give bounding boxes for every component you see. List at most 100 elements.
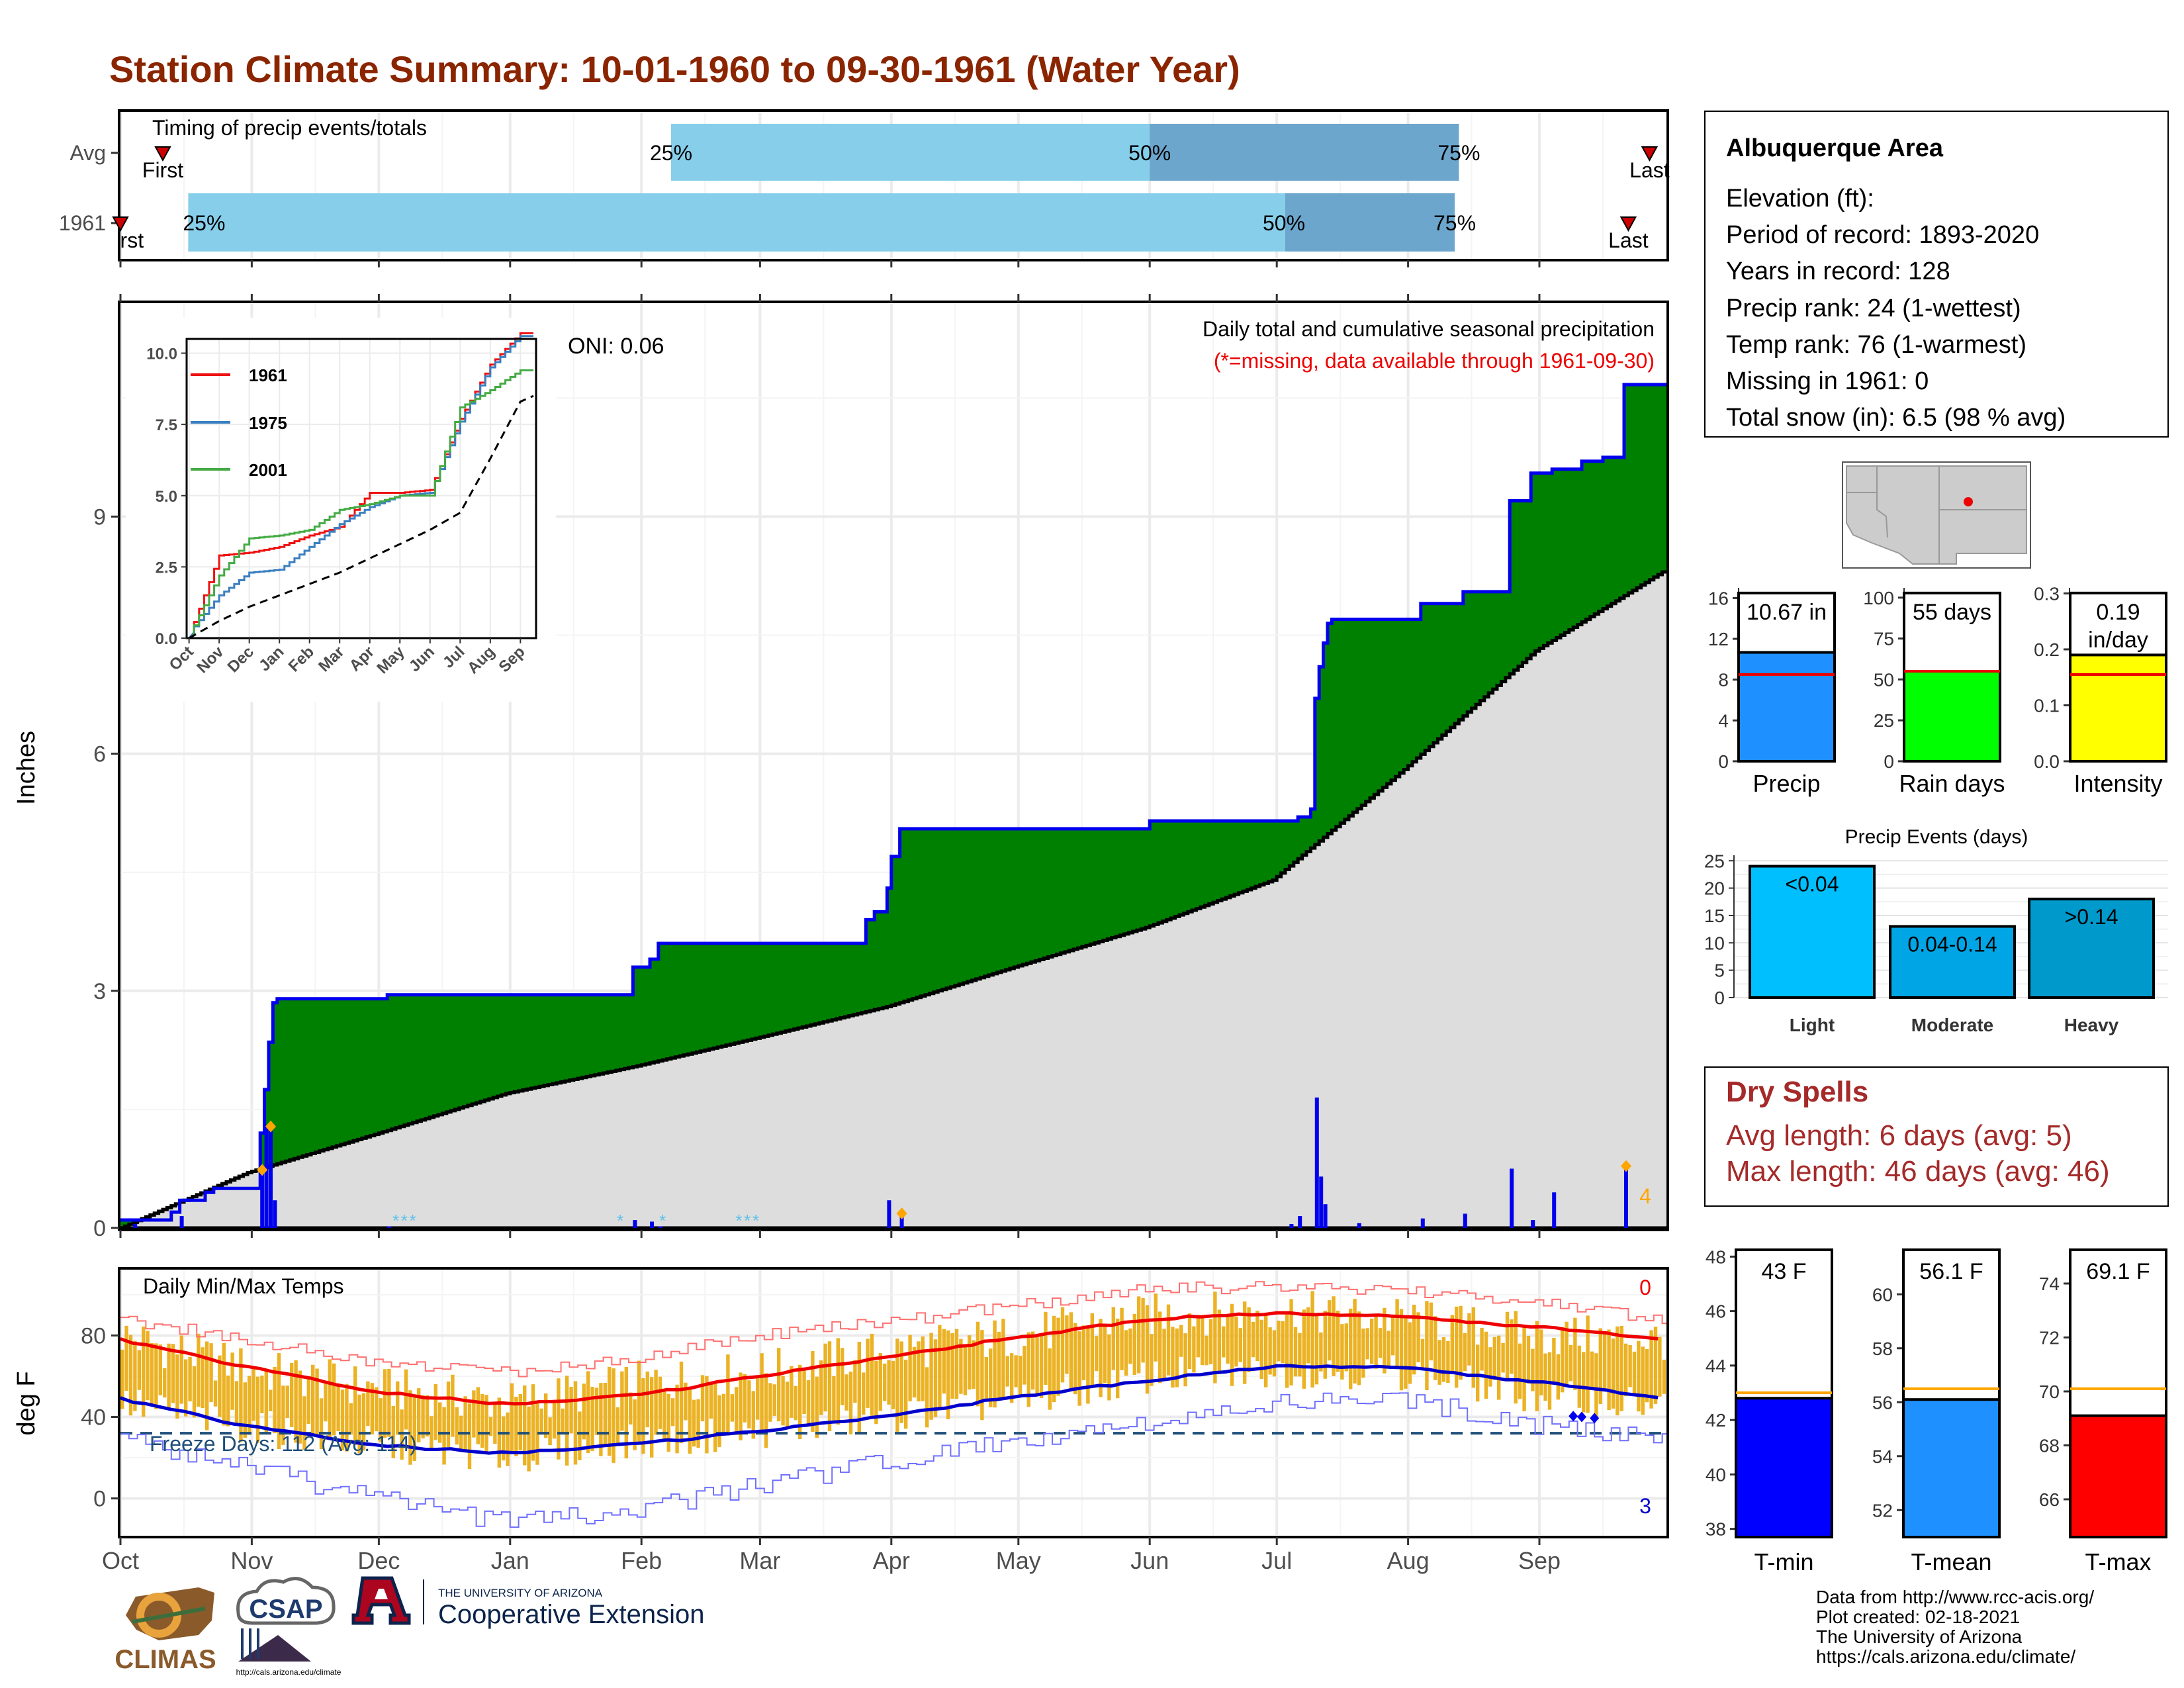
daily-precip-bar xyxy=(633,1220,637,1228)
month-label: Mar xyxy=(739,1547,780,1574)
inset-series-1975 xyxy=(188,335,533,639)
hot-record-count: 0 xyxy=(1639,1276,1651,1299)
snow-marker: * xyxy=(752,1211,759,1231)
dry-spells-title: Dry Spells xyxy=(1726,1076,1868,1108)
bar-value xyxy=(2069,1414,2167,1538)
info-line: Precip rank: 24 (1-wettest) xyxy=(1726,295,2021,322)
bar-value xyxy=(1737,651,1836,763)
timing-avg-first-label: First xyxy=(142,158,183,182)
average-min-line xyxy=(120,1364,1659,1455)
temp-bar-y-tick-label: 42 xyxy=(1706,1410,1726,1430)
snow-marker: * xyxy=(659,1211,666,1231)
daily-precip-bar xyxy=(1357,1223,1361,1228)
timing-bar-1961 xyxy=(188,193,1285,252)
temp-y-tick-label: 0 xyxy=(93,1487,106,1512)
events-bar-label: <0.04 xyxy=(1786,872,1839,896)
footer-line: Plot created: 02-18-2021 xyxy=(1816,1607,2020,1627)
events-bar-heavy xyxy=(2028,898,2155,999)
temperature-bar-charts: 38 40 42 44 46 48 43 F T-min 52 54 56 58 60 56.1 F T-m… xyxy=(1706,1246,2167,1575)
bar-y-tick-label: 50 xyxy=(1874,669,1894,690)
temp-bar-y-tick-label: 72 xyxy=(2039,1327,2060,1348)
record-high-line xyxy=(120,1281,1666,1378)
bar-category-label: Rain days xyxy=(1899,770,2005,797)
extreme-count: 4 xyxy=(1639,1184,1651,1208)
timing-avg-last-marker xyxy=(1641,146,1659,162)
extreme-marker xyxy=(896,1207,907,1220)
precip-header: Daily total and cumulative seasonal prec… xyxy=(1203,317,1655,341)
precip-events-chart: Precip Events (days) 0 5 10 15 20 25 <0.04 Light… xyxy=(1704,826,2168,1035)
temp-bar-t-max: 66 68 70 72 74 69.1 F T-max xyxy=(2039,1248,2167,1575)
ua-logo: THE UNIVERSITY OF ARIZONA Cooperative Ex… xyxy=(351,1576,704,1629)
daily-precip-bar xyxy=(887,1200,891,1228)
snow-markers: * * * * * * * * xyxy=(392,1211,759,1231)
inset-y-tick-label: 7.5 xyxy=(156,416,177,434)
snow-marker: * xyxy=(744,1211,751,1231)
events-category-label: Heavy xyxy=(2064,1015,2119,1035)
daily-precip-bar xyxy=(1552,1192,1557,1228)
precip-y-label: Inches xyxy=(13,731,40,805)
extreme-markers xyxy=(257,1120,1631,1220)
ua-small-text: THE UNIVERSITY OF ARIZONA xyxy=(438,1587,603,1599)
extreme-marker xyxy=(257,1164,268,1176)
temp-bar-t-mean: 52 54 56 58 60 56.1 F T-mean xyxy=(1872,1248,2001,1575)
timing-1961-first-label: First xyxy=(103,228,144,252)
bar-value xyxy=(1902,1398,2001,1539)
daily-precip-bar xyxy=(658,1226,662,1228)
events-y-tick-label: 25 xyxy=(1704,851,1725,871)
record-cold-marker xyxy=(1569,1411,1578,1422)
events-bar-moderate xyxy=(1889,925,2016,999)
precip-missing-note: (*=missing, data available through 1961-… xyxy=(1214,349,1655,373)
month-label: Jun xyxy=(1130,1547,1169,1574)
record-low-line xyxy=(120,1392,1666,1528)
dry-spells-max: Max length: 46 days (avg: 46) xyxy=(1726,1155,2110,1188)
temp-bar-y-tick-label: 52 xyxy=(1872,1500,1893,1521)
climas-logo-text: CLIMAS xyxy=(114,1645,216,1674)
daily-precip-bar xyxy=(1531,1220,1535,1228)
bar-y-tick-label: 25 xyxy=(1874,710,1894,731)
timing-title: Timing of precip events/totals xyxy=(152,116,427,140)
timing-row-label-avg: Avg xyxy=(69,141,106,165)
bar-value-label: 10.67 in xyxy=(1747,600,1827,625)
average-cumulative-area xyxy=(120,570,1666,1229)
daily-precip-bar xyxy=(1463,1213,1467,1228)
timing-bar-1961-upper-quartile xyxy=(1285,193,1455,252)
inset-series-2001 xyxy=(188,369,533,639)
daily-precip-bars xyxy=(133,1097,1628,1228)
summary-bar-rain-days: 0 25 50 75 100 55 days Rain days xyxy=(1863,588,2005,797)
bar-value xyxy=(1903,670,2001,763)
inset-y-tick-label: 10.0 xyxy=(146,346,177,363)
timing-bar-avg xyxy=(671,124,1150,181)
temp-bar-y-tick-label: 70 xyxy=(2039,1382,2060,1402)
daily-precip-bar xyxy=(179,1216,184,1228)
daily-temp-range-bars xyxy=(120,1291,1666,1472)
events-bar-label: 0.04-0.14 xyxy=(1907,933,1997,957)
timing-1961-first-marker xyxy=(112,216,129,232)
daily-precip-bar xyxy=(1323,1204,1328,1228)
temperature-panel: 0 40 80 Daily Min/Max Temps deg F Freeze D… xyxy=(13,1267,1669,1538)
temp-bar-category-label: T-min xyxy=(1754,1548,1814,1575)
temp-y-label: deg F xyxy=(13,1371,40,1435)
temp-bar-y-tick-label: 74 xyxy=(2039,1274,2060,1294)
daily-precip-bar xyxy=(1510,1168,1514,1228)
timing-avg-first-marker xyxy=(154,146,171,162)
timing-1961-75pct-label: 75% xyxy=(1433,211,1476,235)
events-y-tick-label: 15 xyxy=(1704,906,1725,926)
bar-y-tick-label: 0 xyxy=(1718,751,1729,772)
inset-series-average xyxy=(188,395,534,639)
month-label: Nov xyxy=(230,1547,273,1574)
events-category-label: Moderate xyxy=(1911,1015,1993,1035)
footer-line: https://cals.arizona.edu/climate/ xyxy=(1816,1646,2075,1667)
bar-category-label: Intensity xyxy=(2073,770,2162,797)
inset-y-tick-label: 5.0 xyxy=(156,488,177,506)
temp-bar-y-tick-label: 66 xyxy=(2039,1489,2060,1510)
bar-y-tick-label: 0.0 xyxy=(2034,751,2060,772)
station-info-box: Albuquerque Area Elevation (ft): Period … xyxy=(1704,111,2169,438)
precip-y-axis: 0 3 6 9 xyxy=(93,504,119,1241)
daily-precip-bar xyxy=(387,1226,392,1228)
events-y-tick-label: 20 xyxy=(1704,878,1725,899)
timing-row-label-1961: 1961 xyxy=(59,211,106,235)
temp-bar-y-tick-label: 40 xyxy=(1706,1464,1726,1485)
info-line: Elevation (ft): xyxy=(1726,185,1874,212)
